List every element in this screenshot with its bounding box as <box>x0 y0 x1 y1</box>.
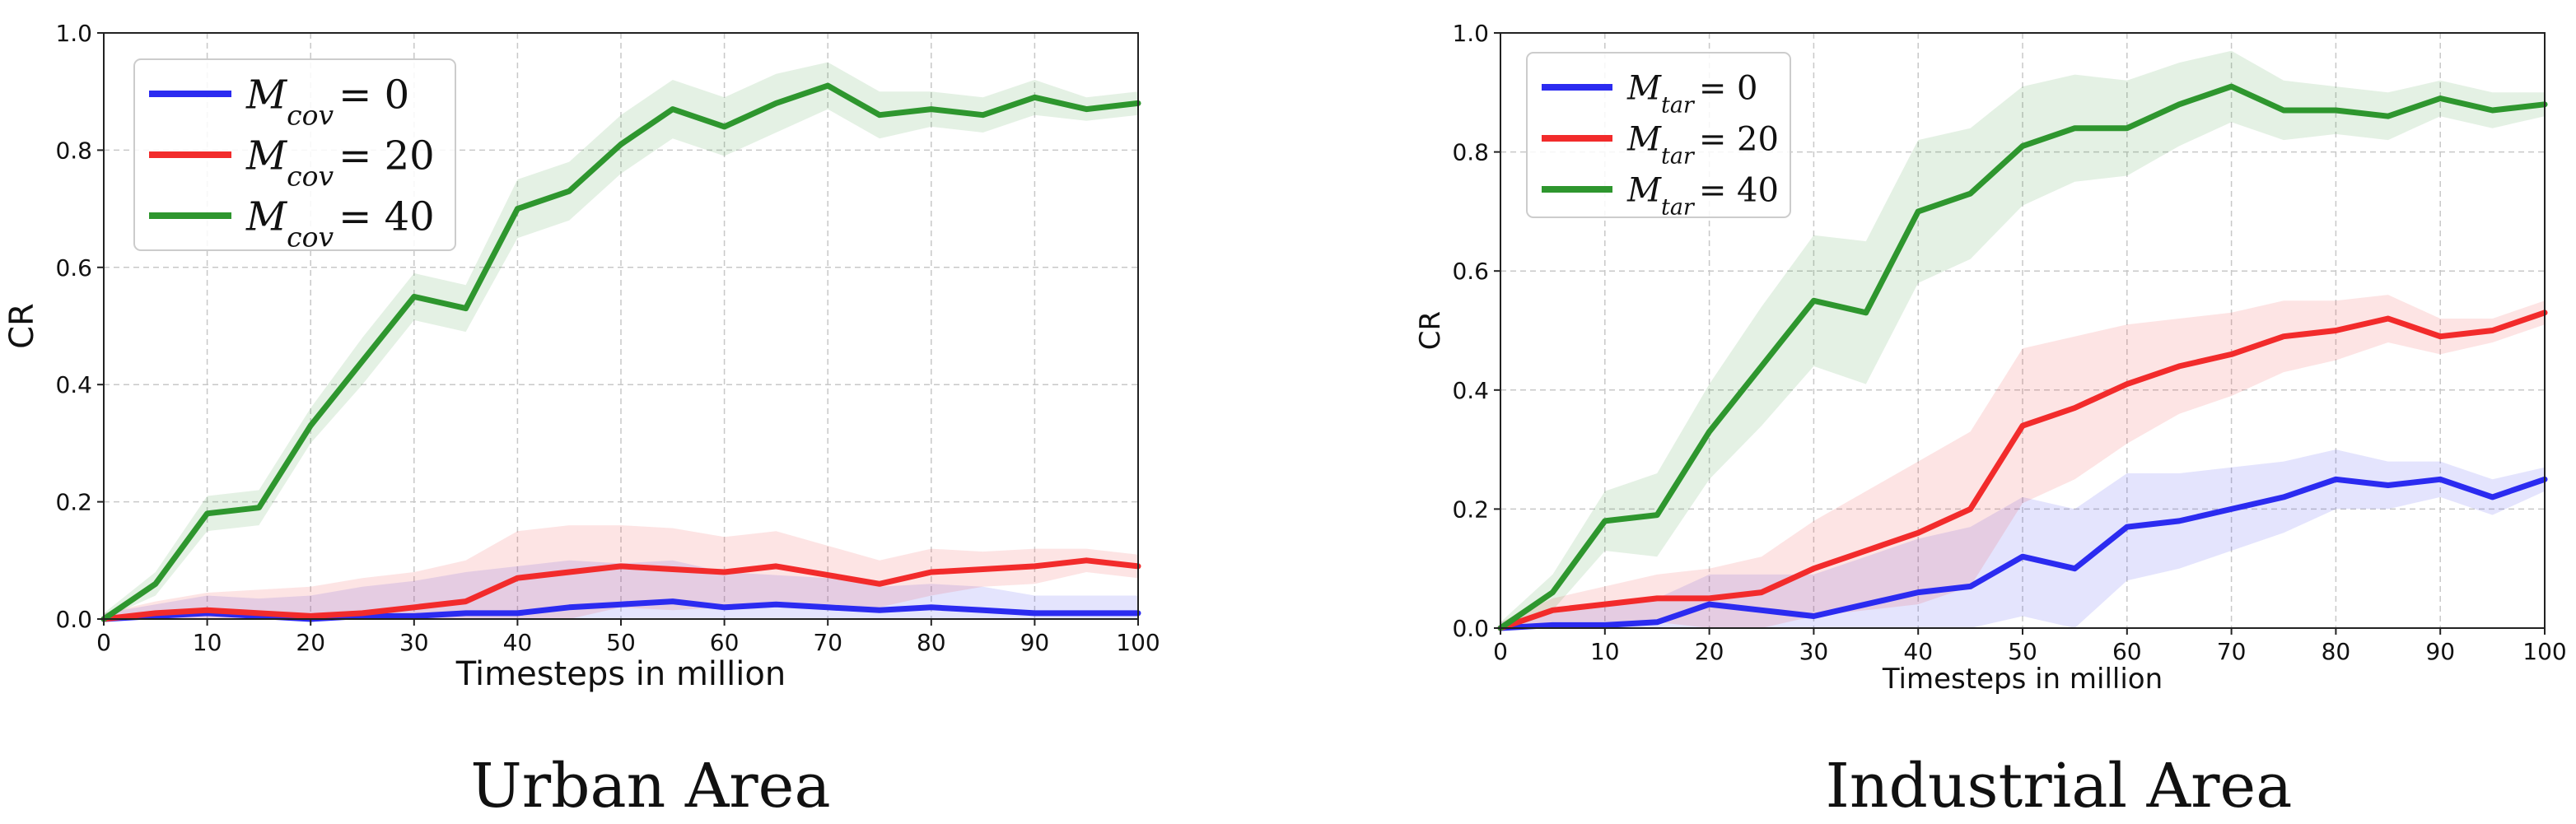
y-tick-label: 0.6 <box>55 254 92 282</box>
legend-entry-0: Mcov = 0 <box>245 72 409 131</box>
legend-box <box>1526 52 1791 218</box>
x-tick-label: 20 <box>1695 638 1724 665</box>
legend-entry-20: Mcov = 20 <box>245 133 435 192</box>
series-band-0 <box>104 560 1138 619</box>
x-tick-label: 20 <box>296 629 325 656</box>
chart-panel-industrial: 0 10 20 30 40 50 60 70 80 90 100 0.0 0.2 0.4 0.6 0.8 1.0… <box>1414 20 2567 696</box>
series-band-40 <box>1500 50 2545 628</box>
x-tick-label: 40 <box>1903 638 1933 665</box>
y-tick-label: 0.2 <box>55 489 92 516</box>
legend-box <box>133 58 456 251</box>
y-tick-label: 0.2 <box>1452 496 1489 523</box>
x-tick-label: 0 <box>1493 638 1508 665</box>
series-band-40 <box>104 62 1138 620</box>
x-tick-label: 10 <box>193 629 222 656</box>
x-tick-label: 50 <box>606 629 636 656</box>
y-tick-label: 0.0 <box>1452 615 1489 642</box>
y-tick-label: 0.6 <box>1452 258 1489 285</box>
x-tick-label: 100 <box>2522 638 2566 665</box>
x-tick-label: 60 <box>2112 638 2142 665</box>
y-axis-label: CR <box>3 303 41 349</box>
legend-entry-0: Mtar = 0 <box>1626 69 1758 117</box>
y-tick-label: 0.8 <box>1452 139 1489 166</box>
y-tick-label: 0.8 <box>55 137 92 164</box>
x-axis-label: Timesteps in million <box>1882 663 2163 696</box>
x-tick-label: 80 <box>917 629 946 656</box>
y-tick-label: 0.4 <box>55 371 92 398</box>
legend-entry-40: Mcov = 40 <box>245 193 435 253</box>
x-tick-label: 70 <box>813 629 842 656</box>
x-tick-label: 30 <box>1799 638 1829 665</box>
chart-panel-urban: 0 10 20 30 40 50 60 70 80 90 100 0.0 0.2 0.4 0.6 0.8 1.0… <box>3 20 1160 693</box>
series-line-20 <box>100 557 1141 622</box>
x-tick-label: 90 <box>1020 629 1050 656</box>
x-axis-label: Timesteps in million <box>455 655 786 693</box>
x-tick-label: 60 <box>710 629 740 656</box>
x-tick-label: 50 <box>2008 638 2037 665</box>
series-line-0 <box>100 598 1141 622</box>
x-tick-label: 10 <box>1590 638 1620 665</box>
y-tick-label: 1.0 <box>1452 20 1489 47</box>
series-line-20 <box>1497 310 2548 631</box>
series-line-40 <box>100 82 1141 622</box>
y-tick-label: 0.0 <box>55 606 92 633</box>
x-tick-label: 0 <box>96 629 111 656</box>
caption-urban-area: Urban Area <box>470 751 830 822</box>
series-line-0 <box>1497 476 2548 631</box>
x-tick-label: 90 <box>2425 638 2455 665</box>
x-tick-label: 70 <box>2217 638 2247 665</box>
x-tick-label: 30 <box>399 629 429 656</box>
series-band-20 <box>1500 295 2545 628</box>
y-tick-label: 0.4 <box>1452 377 1489 404</box>
x-tick-label: 40 <box>503 629 533 656</box>
series-band-20 <box>104 525 1138 619</box>
y-axis-label: CR <box>1414 311 1447 350</box>
legend-entry-20: Mtar = 20 <box>1626 120 1779 169</box>
series-line-40 <box>1497 83 2548 631</box>
legend-entry-40: Mtar = 40 <box>1626 171 1779 220</box>
x-tick-label: 100 <box>1116 629 1160 656</box>
y-tick-label: 1.0 <box>55 20 92 47</box>
caption-industrial-area: Industrial Area <box>1826 751 2293 822</box>
x-tick-label: 80 <box>2322 638 2351 665</box>
